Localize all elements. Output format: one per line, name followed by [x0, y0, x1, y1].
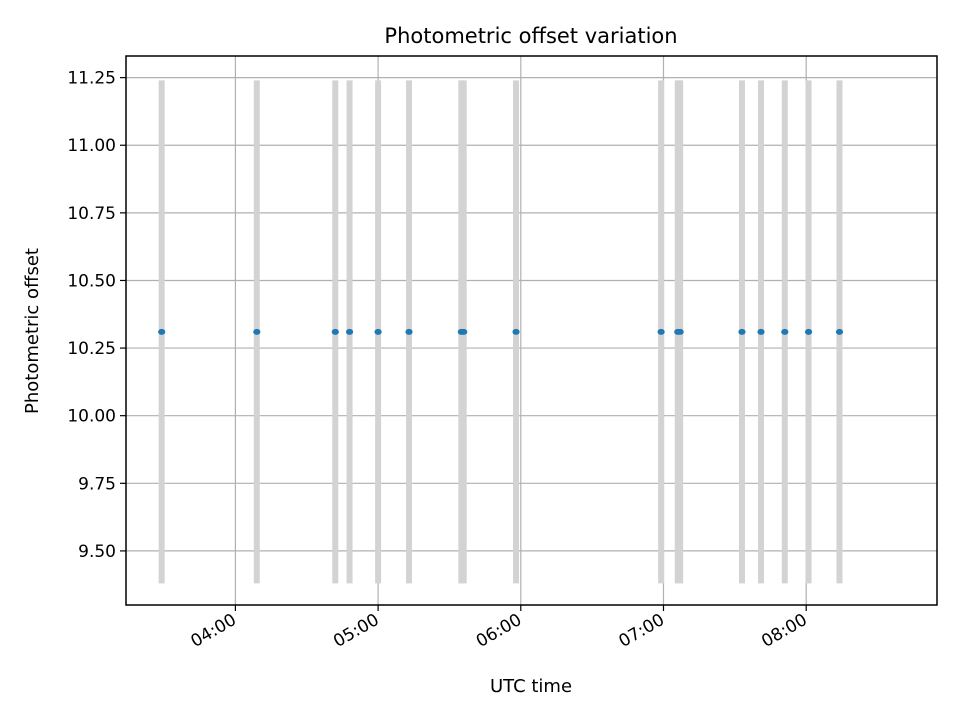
grid: [126, 56, 937, 605]
data-point: [253, 328, 261, 335]
chart-title: Photometric offset variation: [384, 24, 677, 48]
data-point: [158, 328, 166, 335]
y-tick-label: 10.75: [67, 204, 116, 224]
y-tick-label: 9.75: [78, 474, 116, 494]
x-axis-label: UTC time: [490, 676, 572, 697]
x-tick-label: 08:00: [758, 610, 810, 652]
vertical-bands: [158, 80, 843, 584]
x-tick-label: 06:00: [473, 610, 525, 652]
data-point: [804, 328, 813, 335]
plot-frame: [125, 55, 938, 606]
data-point: [738, 328, 746, 335]
data-point: [657, 328, 665, 335]
y-tick-label: 11.00: [67, 136, 116, 156]
data-point: [512, 328, 520, 335]
y-axis-label: Photometric offset: [22, 248, 43, 414]
data-point: [835, 328, 844, 335]
x-tick-label: 05:00: [330, 610, 382, 652]
data-point: [676, 328, 684, 335]
y-tick-label: 10.50: [67, 271, 116, 291]
data-point: [460, 328, 468, 335]
data-point: [781, 328, 789, 335]
data-points: [158, 328, 844, 335]
data-point: [374, 328, 382, 335]
data-point: [345, 328, 354, 335]
y-tick-label: 9.50: [78, 542, 116, 562]
y-tick-label: 10.25: [67, 339, 116, 359]
data-point: [757, 328, 765, 335]
x-tick-label: 04:00: [187, 610, 239, 652]
x-tick-label: 07:00: [616, 610, 668, 652]
data-point: [331, 328, 339, 335]
axis-ticks: 04:00 05:00 06:00 07:00 08:00 9.50 9.75 10.00 10…: [67, 69, 810, 652]
data-point: [405, 328, 413, 335]
y-tick-label: 10.00: [67, 407, 116, 427]
y-tick-label: 11.25: [67, 69, 116, 89]
